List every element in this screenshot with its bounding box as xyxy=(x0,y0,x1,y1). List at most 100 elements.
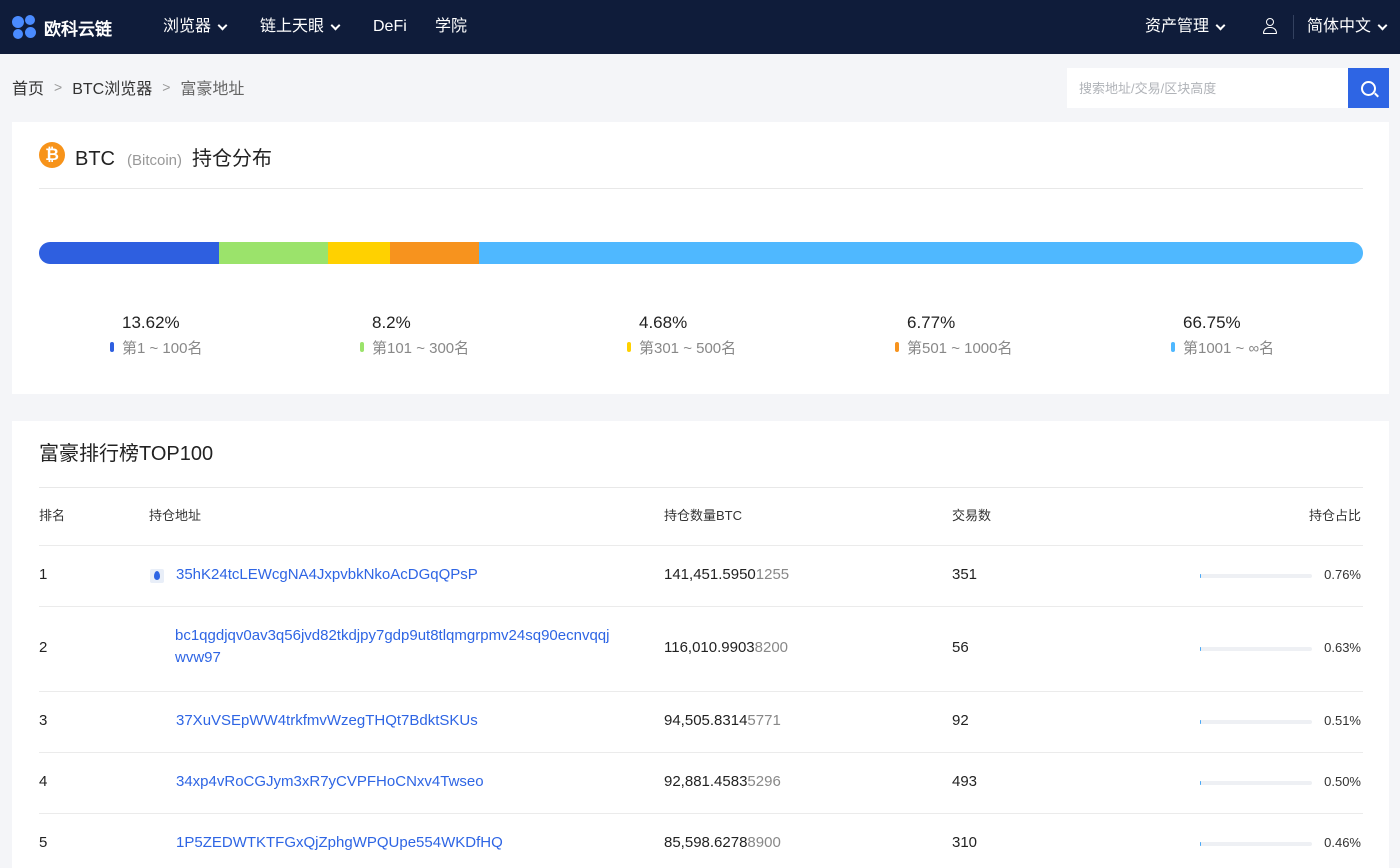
row-divider xyxy=(39,813,1363,814)
header-amount: 持仓数量BTC xyxy=(664,508,743,523)
nav-asset-management[interactable]: 资产管理 xyxy=(1145,0,1226,54)
top-navbar: 欧科云链 浏览器 链上天眼 DeFi 学院 资产管理 简体中文 xyxy=(0,0,1400,54)
breadcrumb-current: 富豪地址 xyxy=(180,81,245,98)
bitcoin-icon: ₿ xyxy=(39,142,65,168)
amount-cell: 92,881.45835296 xyxy=(664,773,781,790)
legend-color-dot xyxy=(360,342,364,352)
nav-asset-management-label: 资产管理 xyxy=(1145,18,1210,35)
nav-academy-label: 学院 xyxy=(435,18,468,35)
nav-explorer[interactable]: 浏览器 xyxy=(163,0,228,54)
rank-cell: 3 xyxy=(39,712,48,729)
header-tx-count: 交易数 xyxy=(952,508,992,523)
divider xyxy=(39,188,1363,189)
row-divider xyxy=(39,545,1363,546)
exchange-tag-icon xyxy=(150,569,164,583)
rank-cell: 2 xyxy=(39,639,48,656)
header-rank: 排名 xyxy=(39,508,66,523)
distribution-segment-4 xyxy=(389,242,480,264)
chevron-down-icon xyxy=(217,20,228,30)
address-link[interactable]: 1P5ZEDWTKTFGxQjZphgWPQUpe554WKDfHQ xyxy=(176,834,503,851)
nav-academy[interactable]: 学院 xyxy=(435,0,467,54)
legend-item-501-1000: 6.77% 第501 ~ 1000名 xyxy=(895,312,1013,357)
legend-color-dot xyxy=(110,342,114,352)
legend-item-301-500: 4.68% 第301 ~ 500名 xyxy=(627,312,736,357)
breadcrumb: 首页 > BTC浏览器 > 富豪地址 xyxy=(12,76,244,98)
nav-divider xyxy=(1293,15,1294,39)
nav-onchain-eye[interactable]: 链上天眼 xyxy=(260,0,341,54)
address-link[interactable]: 34xp4vRoCGJym3xR7yCVPFHoCNxv4Twseo xyxy=(176,773,484,790)
tx-count-cell: 351 xyxy=(952,566,978,583)
legend-color-dot xyxy=(895,342,899,352)
legend-color-dot xyxy=(1171,342,1175,352)
breadcrumb-home[interactable]: 首页 xyxy=(12,81,45,98)
address-link[interactable]: 37XuVSEpWW4trkfmvWzegTHQt7BdktSKUs xyxy=(176,712,478,729)
distribution-segment-2 xyxy=(219,242,328,264)
distribution-title: BTC (Bitcoin) 持仓分布 xyxy=(75,142,272,170)
rich-list-card: 富豪排行榜TOP100 排名 持仓地址 持仓数量BTC 交易数 持仓占比 1 3… xyxy=(12,421,1389,868)
distribution-segment-1 xyxy=(39,242,220,264)
tx-count-cell: 310 xyxy=(952,834,978,851)
coin-name: (Bitcoin) xyxy=(127,152,183,169)
breadcrumb-explorer[interactable]: BTC浏览器 xyxy=(72,81,153,98)
row-divider xyxy=(39,606,1363,607)
address-link[interactable]: bc1qgdjqv0av3q56jvd82tkdjpy7gdp9ut8tlqmg… xyxy=(175,627,610,666)
language-selector[interactable]: 简体中文 xyxy=(1307,0,1388,54)
ratio-bar xyxy=(1200,781,1312,785)
legend-percent: 4.68% xyxy=(639,313,688,332)
row-divider xyxy=(39,691,1363,692)
row-divider xyxy=(39,752,1363,753)
user-icon[interactable] xyxy=(1262,17,1278,35)
chevron-down-icon xyxy=(1377,20,1388,30)
search-button[interactable] xyxy=(1348,68,1389,108)
legend-label: 第301 ~ 500名 xyxy=(639,339,737,357)
address-link[interactable]: 35hK24tcLEWcgNA4JxpvbkNkoAcDGqQPsP xyxy=(176,566,478,583)
search-icon xyxy=(1361,80,1379,97)
tx-count-cell: 56 xyxy=(952,639,969,656)
ratio-bar xyxy=(1200,647,1312,651)
breadcrumb-separator: > xyxy=(54,79,63,95)
ratio-bar xyxy=(1200,720,1312,724)
amount-cell: 85,598.62788900 xyxy=(664,834,781,851)
legend-percent: 13.62% xyxy=(122,313,180,332)
logo-icon xyxy=(12,14,40,40)
ratio-text: 0.46% xyxy=(1324,835,1361,850)
distribution-segment-3 xyxy=(327,242,390,264)
nav-explorer-label: 浏览器 xyxy=(163,18,212,35)
ratio-text: 0.63% xyxy=(1324,640,1361,655)
ratio-bar xyxy=(1200,574,1312,578)
legend-label: 第1 ~ 100名 xyxy=(122,339,203,357)
legend-percent: 8.2% xyxy=(372,313,411,332)
ratio-text: 0.50% xyxy=(1324,774,1361,789)
legend-color-dot xyxy=(627,342,631,352)
legend-label: 第1001 ~ ∞名 xyxy=(1183,339,1275,357)
legend-percent: 6.77% xyxy=(907,313,956,332)
rank-cell: 1 xyxy=(39,566,48,583)
nav-defi[interactable]: DeFi xyxy=(373,0,407,54)
amount-cell: 116,010.99038200 xyxy=(664,639,789,656)
legend-label: 第101 ~ 300名 xyxy=(372,339,470,357)
rank-cell: 4 xyxy=(39,773,48,790)
coin-symbol: BTC xyxy=(75,148,115,170)
holding-distribution-card: ₿ BTC (Bitcoin) 持仓分布 13.62% 第1 ~ 100名 8.… xyxy=(12,122,1389,394)
distribution-bar xyxy=(39,242,1363,264)
header-address: 持仓地址 xyxy=(149,508,202,523)
legend-item-101-300: 8.2% 第101 ~ 300名 xyxy=(360,312,469,357)
amount-cell: 94,505.83145771 xyxy=(664,712,781,729)
breadcrumb-separator: > xyxy=(162,79,171,95)
nav-defi-label: DeFi xyxy=(373,18,407,35)
rich-list-title: 富豪排行榜TOP100 xyxy=(39,443,214,465)
nav-onchain-eye-label: 链上天眼 xyxy=(260,18,325,35)
header-ratio: 持仓占比 xyxy=(1308,508,1361,523)
ratio-bar xyxy=(1200,842,1312,846)
tx-count-cell: 92 xyxy=(952,712,969,729)
chevron-down-icon xyxy=(330,20,341,30)
legend-percent: 66.75% xyxy=(1183,313,1241,332)
chevron-down-icon xyxy=(1215,20,1226,30)
language-label: 简体中文 xyxy=(1307,18,1372,35)
search-box xyxy=(1067,68,1348,108)
distribution-segment-5 xyxy=(479,242,1363,264)
logo-text: 欧科云链 xyxy=(44,19,112,39)
legend-item-top100: 13.62% 第1 ~ 100名 xyxy=(110,312,202,357)
logo[interactable]: 欧科云链 xyxy=(12,13,112,41)
search-input[interactable] xyxy=(1067,68,1348,108)
